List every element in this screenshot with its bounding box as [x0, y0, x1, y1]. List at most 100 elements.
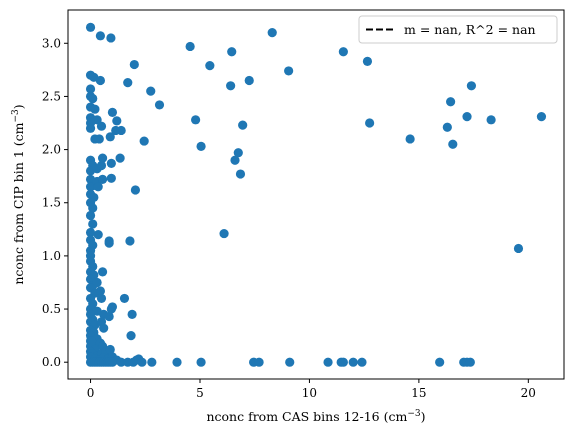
data-point	[112, 116, 122, 126]
data-point	[119, 293, 130, 304]
data-point	[97, 174, 108, 184]
data-point	[106, 158, 116, 168]
data-point	[238, 120, 248, 130]
data-point	[93, 230, 103, 240]
data-point	[285, 357, 295, 367]
data-point	[226, 81, 236, 91]
data-point	[95, 31, 105, 41]
data-point	[219, 228, 229, 239]
x-tick-label: 0	[87, 386, 95, 400]
data-point	[107, 302, 118, 312]
data-point	[129, 59, 139, 70]
data-point	[435, 357, 445, 367]
data-point	[115, 153, 125, 163]
data-point	[96, 293, 107, 304]
data-point	[85, 22, 96, 32]
data-point	[97, 267, 108, 277]
y-tick-label: 1.0	[42, 249, 61, 263]
data-point	[146, 86, 156, 96]
x-tick-label: 5	[196, 386, 204, 400]
data-point	[205, 61, 215, 71]
data-point	[172, 357, 182, 367]
data-point	[466, 81, 477, 91]
data-point	[96, 160, 107, 171]
data-point	[465, 357, 475, 367]
data-point	[267, 28, 277, 38]
y-tick-label: 3.0	[42, 36, 61, 50]
data-point	[104, 311, 114, 322]
data-point	[338, 357, 348, 367]
data-point	[116, 357, 126, 367]
data-point	[96, 121, 107, 131]
x-tick-label: 20	[521, 386, 536, 400]
data-point	[95, 75, 105, 86]
data-point	[90, 104, 100, 114]
data-point	[116, 125, 126, 136]
data-point	[137, 357, 147, 367]
y-tick-label: 2.0	[42, 143, 61, 157]
data-point	[448, 139, 458, 149]
x-axis-ticks: 0 5 10 15 20	[87, 379, 536, 400]
plot-area-frame	[67, 9, 565, 380]
data-point	[107, 107, 118, 117]
data-point	[105, 344, 115, 355]
data-point	[442, 122, 452, 132]
data-point	[230, 155, 240, 165]
data-point	[107, 357, 118, 367]
data-point	[196, 141, 206, 151]
data-point	[85, 123, 96, 133]
data-point	[127, 309, 137, 319]
legend-box	[358, 15, 558, 44]
data-point	[235, 169, 246, 179]
data-point	[123, 78, 133, 88]
data-point	[85, 210, 96, 221]
data-point	[99, 323, 109, 333]
x-tick-label: 15	[411, 386, 426, 400]
data-points	[85, 22, 547, 367]
data-point	[106, 173, 116, 183]
data-point	[462, 112, 472, 122]
data-point	[536, 112, 547, 122]
data-point	[85, 227, 96, 238]
data-point	[254, 357, 264, 367]
x-axis-label: nconc from CAS bins 12-16 (cm−3)	[206, 409, 425, 424]
data-point	[92, 277, 102, 288]
data-point	[196, 357, 206, 367]
data-point	[244, 75, 254, 86]
y-axis-label: nconc from CIP bin 1 (cm−3)	[11, 104, 26, 284]
data-point	[446, 97, 456, 107]
data-point	[88, 93, 98, 104]
data-point	[191, 115, 201, 125]
data-point	[365, 118, 375, 128]
data-point	[284, 66, 294, 76]
data-point	[105, 132, 115, 142]
data-point	[97, 153, 108, 163]
data-point	[88, 203, 98, 213]
data-point	[87, 336, 97, 346]
data-point	[88, 219, 98, 229]
y-tick-label: 2.5	[42, 89, 61, 103]
data-point	[94, 134, 104, 144]
legend: m = nan, R^2 = nan	[358, 15, 558, 44]
y-axis-ticks: 0.0 0.5 1.0 1.5 2.0 2.5 3.0	[42, 36, 68, 369]
data-point	[93, 182, 103, 192]
data-point	[323, 357, 333, 367]
data-point	[130, 185, 141, 195]
legend-entry-label: m = nan, R^2 = nan	[404, 22, 536, 37]
data-point	[233, 148, 243, 158]
y-tick-label: 0.0	[42, 355, 61, 369]
data-point	[486, 115, 496, 125]
data-point	[227, 47, 237, 57]
data-point	[95, 286, 105, 296]
data-point	[362, 56, 373, 66]
data-point	[125, 236, 135, 246]
data-point	[405, 134, 415, 144]
data-point	[154, 100, 165, 110]
data-point	[185, 41, 195, 52]
y-tick-label: 1.5	[42, 196, 61, 210]
data-point	[338, 47, 348, 57]
data-point	[139, 136, 149, 146]
data-point	[85, 182, 96, 192]
